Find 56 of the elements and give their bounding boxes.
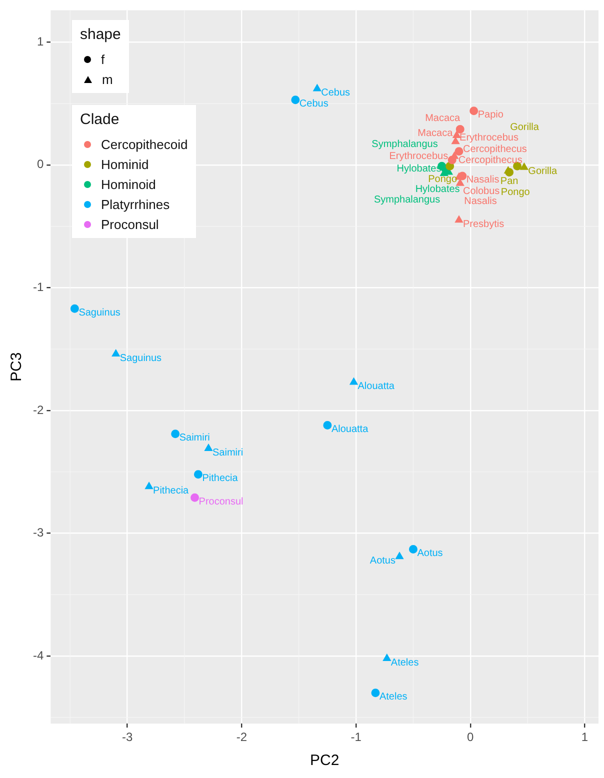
data-label: Macaca — [418, 128, 454, 140]
data-label: Macaca — [425, 113, 461, 124]
data-label: Saguinus — [120, 352, 162, 364]
data-label: Cercopithecus — [458, 155, 522, 166]
data-label: Nasalis — [464, 196, 497, 208]
data-label: Cebus — [321, 88, 350, 99]
y-tick-label: 0 — [36, 157, 44, 172]
y-tick-label: 1 — [36, 34, 44, 48]
legend-label: Hominoid — [101, 176, 156, 192]
x-tick-label: 1 — [581, 730, 588, 744]
annotation: f — [101, 52, 105, 66]
data-label: Nasalis — [466, 174, 500, 186]
annotation: shape — [80, 26, 121, 43]
data-label: Symphalangus — [374, 194, 440, 206]
x-axis-title: PC2 — [310, 752, 340, 770]
data-label: Erythrocebus — [460, 132, 518, 144]
y-tick-label: -4 — [33, 648, 44, 662]
data-label: Ateles — [390, 657, 419, 668]
x-tick-label: -2 — [236, 730, 248, 744]
x-tick-label: -3 — [122, 730, 133, 744]
x-tick-label: 0 — [467, 730, 474, 744]
legend-title: Clade — [80, 111, 120, 128]
y-axis-title: PC3 — [8, 352, 26, 382]
data-label: Alouatta — [358, 381, 395, 392]
data-label: Hylobates — [415, 184, 460, 196]
data-label: Aotus — [370, 555, 396, 566]
data-label: Aotus — [417, 548, 443, 559]
data-label: Papio — [478, 110, 504, 121]
data-label: Cebus — [299, 98, 328, 110]
data-label: Gorilla — [510, 122, 540, 133]
data-label: Pithecia — [153, 485, 190, 496]
legend-label: Cercopithecoid — [101, 136, 188, 152]
data-label: Pongo — [428, 174, 458, 185]
y-tick-label: -2 — [33, 402, 44, 417]
data-label: Saimiri — [179, 432, 210, 444]
annotation: m — [102, 72, 113, 86]
legend-label: Hominid — [101, 156, 149, 172]
data-label: Gorilla — [528, 166, 558, 178]
data-label: Pithecia — [202, 473, 238, 484]
data-label: Cercopithecus — [462, 144, 527, 156]
data-label: Pongo — [500, 186, 530, 198]
y-tick-label: -1 — [33, 280, 44, 294]
data-label: Saimiri — [212, 447, 244, 458]
data-label: Presbytis — [462, 218, 504, 230]
data-label: Erythrocebus — [389, 150, 448, 162]
legend-label: Platyrrhines — [101, 196, 170, 212]
data-label: Pan — [500, 176, 518, 188]
data-label: Alouatta — [331, 424, 369, 435]
data-label: Ateles — [379, 692, 408, 703]
y-tick-label: -3 — [33, 526, 44, 540]
data-label: Proconsul — [198, 496, 244, 508]
data-label: Saguinus — [78, 307, 120, 318]
x-tick-label: -1 — [350, 730, 362, 744]
data-label: Colobus — [462, 186, 500, 197]
legend-label: Proconsul — [101, 216, 159, 232]
data-label: Symphalangus — [372, 138, 438, 150]
